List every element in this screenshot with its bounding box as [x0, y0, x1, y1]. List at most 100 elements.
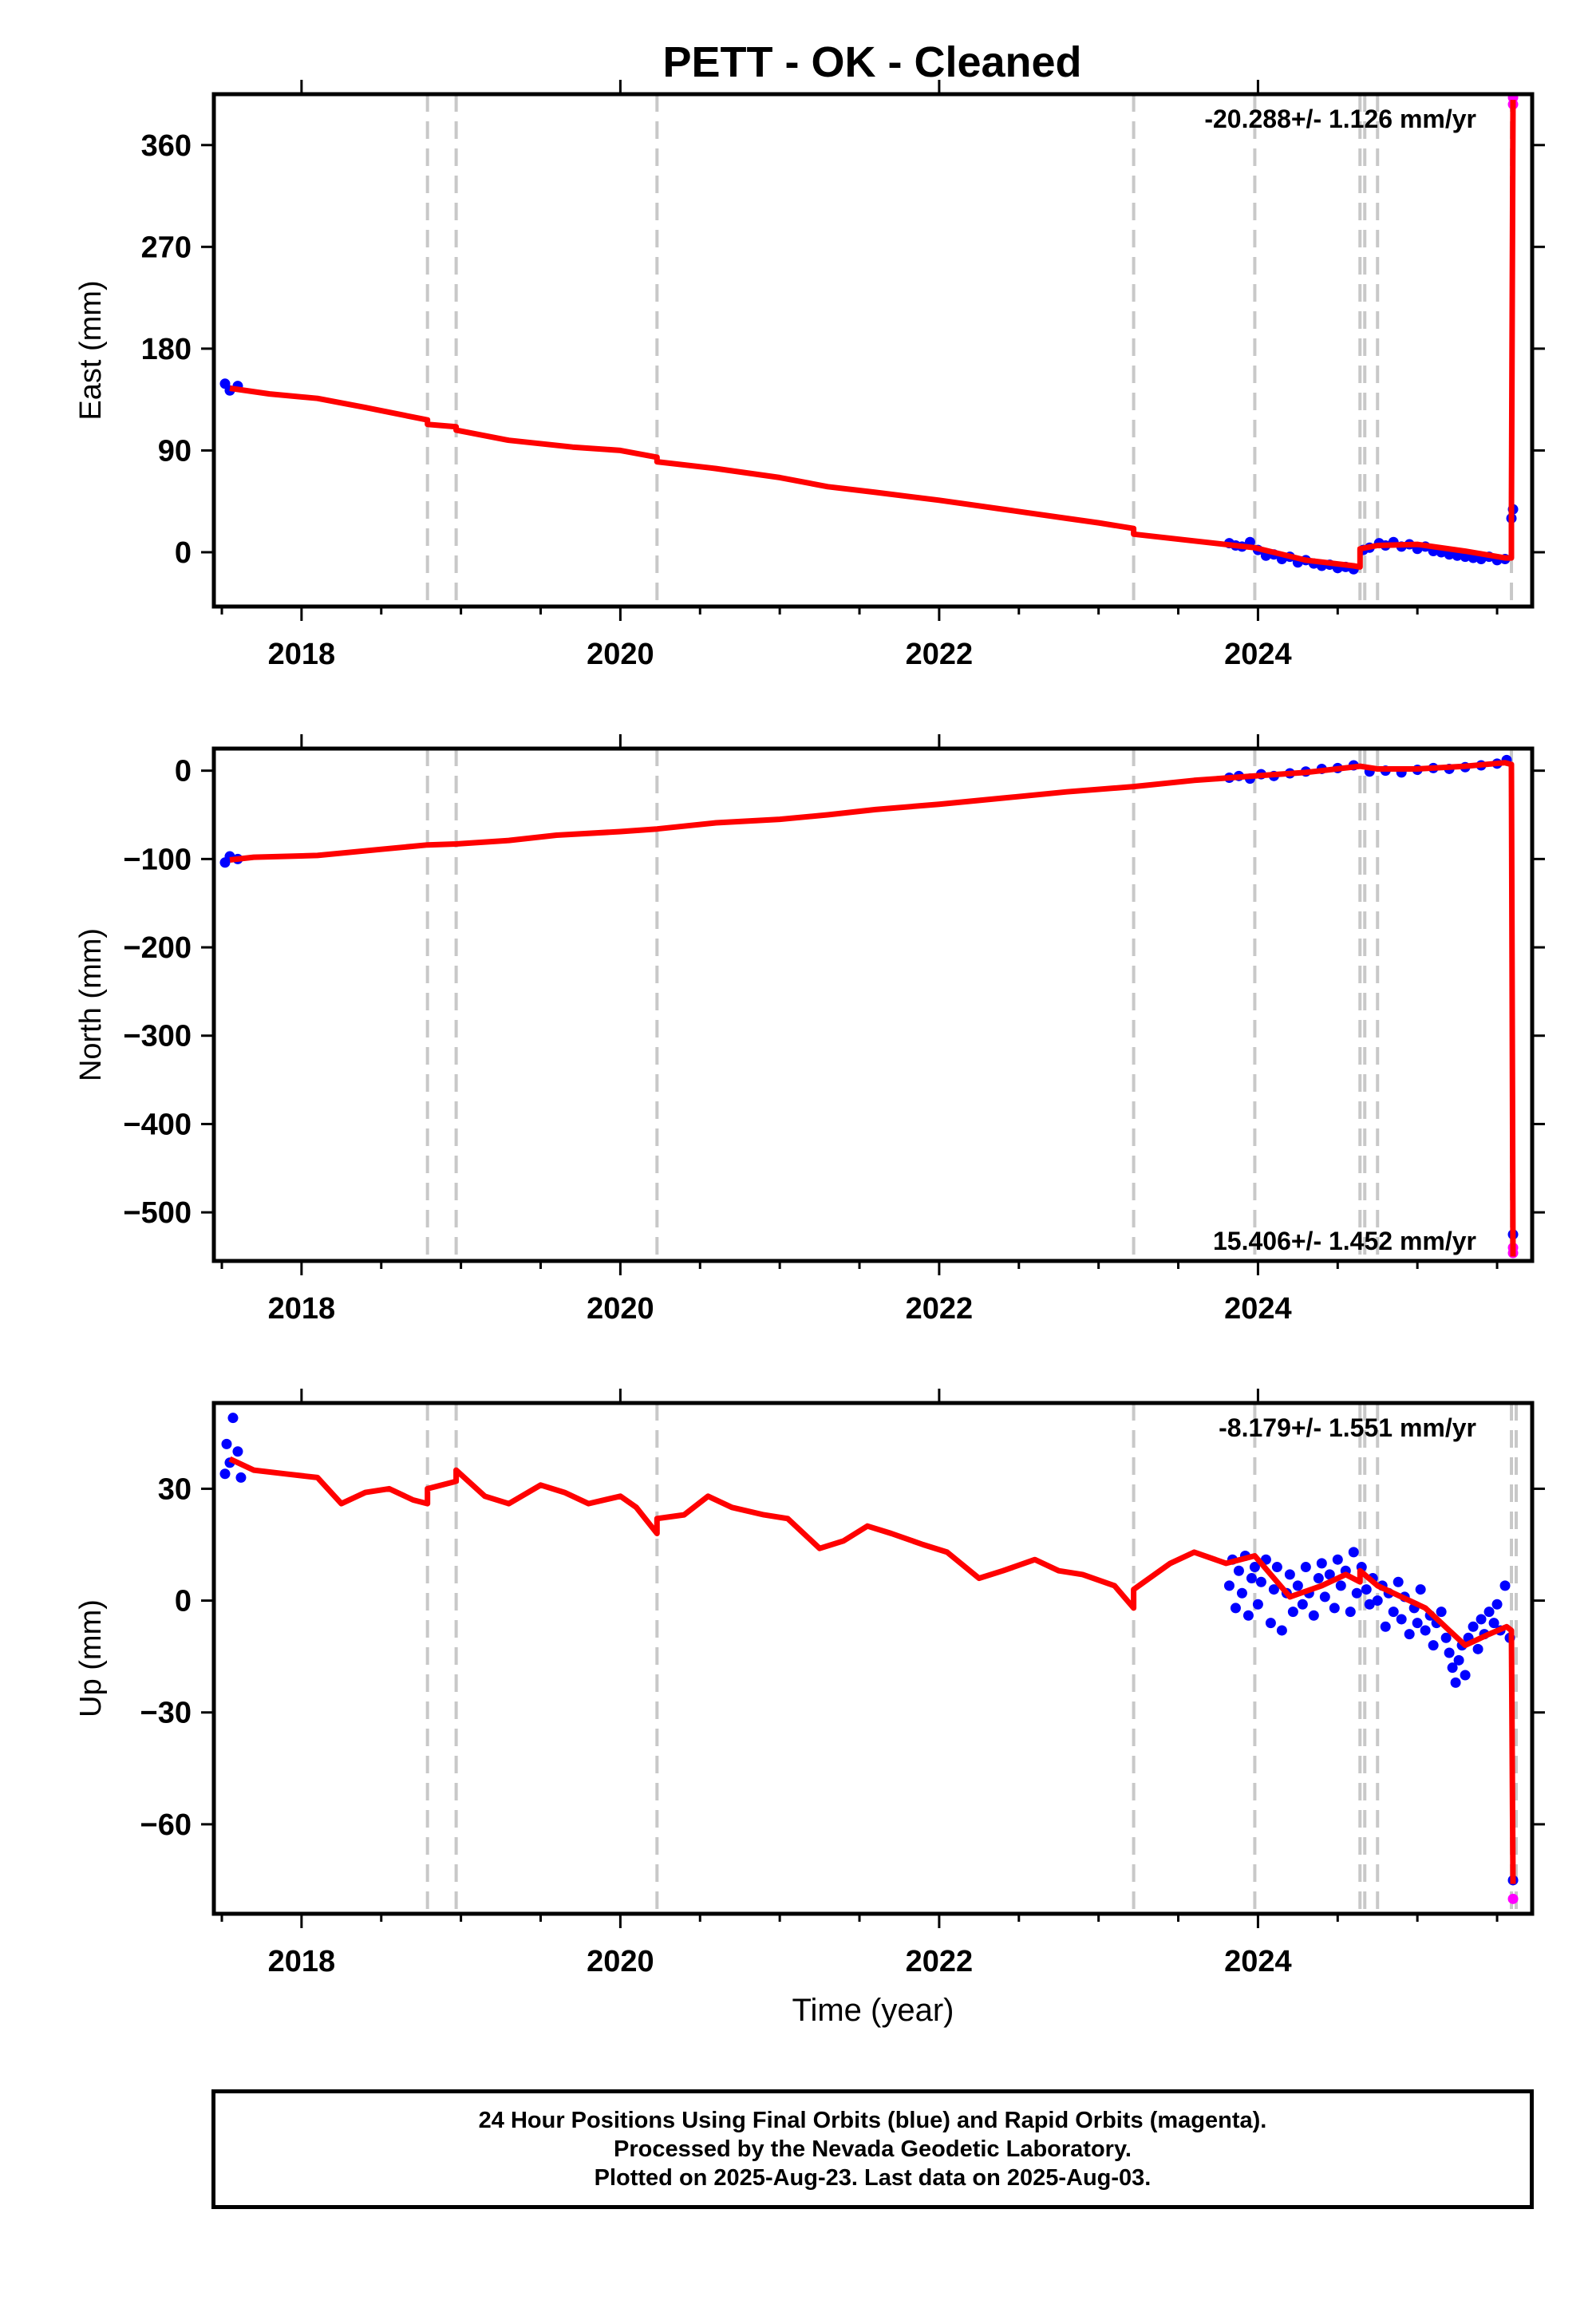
final-orbit-point	[1242, 1610, 1254, 1621]
final-orbit-point	[1300, 1562, 1311, 1573]
final-orbit-point	[1444, 1647, 1455, 1658]
final-orbit-point	[1428, 1640, 1439, 1651]
final-orbit-point	[1297, 1599, 1308, 1610]
final-orbit-point	[1332, 1554, 1343, 1565]
panel-up: 30 0 −30 −60 2018 2020 2022 2024 Up (mm) -8.179+/…	[74, 1389, 1545, 2028]
x-axis-label: Time (year)	[792, 1993, 954, 2028]
final-orbit-point	[1348, 1547, 1359, 1558]
model-line	[228, 1456, 1516, 1884]
y-tick-label: 180	[141, 333, 192, 366]
final-orbit-point	[1450, 1677, 1461, 1688]
y-tick-label: 270	[141, 231, 192, 264]
y-tick-label: 0	[175, 536, 192, 570]
y-tick-label: −300	[123, 1020, 192, 1053]
final-orbit-point	[1308, 1610, 1319, 1621]
final-orbit-point	[1491, 1599, 1503, 1610]
y-axis-label: East (mm)	[74, 280, 108, 420]
panel-frame	[211, 92, 1535, 609]
final-orbit-point	[1447, 1662, 1458, 1674]
y-tick-label: −100	[123, 843, 192, 876]
final-orbit-point	[1265, 1618, 1276, 1629]
final-orbit-point	[1351, 1587, 1362, 1599]
x-tick-label: 2024	[1224, 1292, 1292, 1326]
final-orbit-point	[1488, 1618, 1499, 1629]
x-tick-label: 2020	[587, 1945, 654, 1978]
final-orbit-point	[1284, 1569, 1295, 1580]
rate-label: -8.179+/- 1.551 mm/yr	[1219, 1413, 1476, 1442]
final-orbit-point	[1276, 1625, 1287, 1636]
footer-line-1: 24 Hour Positions Using Final Orbits (bl…	[478, 2108, 1267, 2133]
panel-east: 0 90 180 270 360 2018 2020 2022 2024 East (mm) -20…	[74, 80, 1545, 671]
final-orbit-point	[1364, 1599, 1375, 1610]
final-orbit-point	[1396, 1614, 1407, 1625]
y-axis-label: Up (mm)	[74, 1599, 108, 1717]
plot-area-up	[219, 1403, 1519, 1914]
x-tick-label: 2018	[268, 1292, 336, 1326]
y-tick-label: −60	[140, 1808, 192, 1842]
x-tick-label: 2018	[268, 638, 336, 671]
x-tick-label: 2020	[587, 1292, 654, 1326]
y-tick-label: 360	[141, 129, 192, 163]
final-orbit-point	[1345, 1607, 1356, 1618]
final-orbit-point	[1313, 1573, 1324, 1584]
final-orbit-point	[1415, 1584, 1426, 1595]
rate-label: 15.406+/- 1.452 mm/yr	[1213, 1227, 1476, 1255]
final-orbit-point	[1230, 1603, 1241, 1614]
final-orbit-point	[1460, 1670, 1471, 1681]
x-tick-label: 2024	[1224, 1945, 1292, 1978]
final-orbit-point	[1372, 1595, 1383, 1607]
final-orbit-point	[1236, 1587, 1247, 1599]
y-tick-label: −500	[123, 1196, 192, 1230]
final-orbit-point	[1440, 1632, 1452, 1643]
final-orbit-point	[1483, 1607, 1495, 1618]
x-tick-label: 2022	[906, 638, 974, 671]
final-orbit-point	[1255, 1576, 1266, 1587]
y-tick-label: 0	[175, 755, 192, 788]
panel-frame	[211, 1401, 1535, 1916]
final-orbit-point	[1361, 1584, 1372, 1595]
footer-line-3: Plotted on 2025-Aug-23. Last data on 202…	[594, 2165, 1152, 2191]
final-orbit-point	[1472, 1643, 1483, 1654]
y-tick-label: −400	[123, 1108, 192, 1141]
model-line	[229, 760, 1516, 1257]
final-orbit-point	[219, 1468, 231, 1480]
x-tick-label: 2020	[587, 638, 654, 671]
y-tick-label: 90	[158, 434, 192, 468]
timeseries-figure: PETT - OK - Cleaned 0 90 180 270 360 2018 2020…	[74, 38, 1545, 2028]
final-orbit-point	[1319, 1591, 1330, 1603]
final-orbit-point	[1476, 1614, 1487, 1625]
final-orbit-point	[1499, 1580, 1511, 1591]
rapid-orbit-point	[1507, 1893, 1519, 1904]
final-orbit-point	[1329, 1603, 1340, 1614]
final-orbit-point	[1252, 1599, 1263, 1610]
final-orbit-point	[221, 1438, 232, 1449]
final-orbit-point	[1436, 1607, 1447, 1618]
x-tick-label: 2024	[1224, 638, 1292, 671]
final-orbit-point	[1223, 1580, 1235, 1591]
final-orbit-point	[1268, 1584, 1279, 1595]
final-orbit-point	[1249, 1562, 1260, 1573]
final-orbit-point	[1324, 1569, 1335, 1580]
y-tick-label: −200	[123, 931, 192, 965]
plot-area-east	[219, 94, 1519, 607]
y-axis-label: North (mm)	[74, 928, 108, 1081]
final-orbit-point	[1388, 1607, 1399, 1618]
final-orbit-point	[1316, 1558, 1327, 1569]
final-orbit-point	[1380, 1621, 1391, 1632]
y-tick-label: −30	[140, 1697, 192, 1730]
y-tick-label: 0	[175, 1585, 192, 1618]
final-orbit-point	[1412, 1618, 1423, 1629]
x-tick-label: 2022	[906, 1292, 974, 1326]
model-line	[229, 100, 1516, 570]
figure-title: PETT - OK - Cleaned	[662, 38, 1081, 86]
panel-frame	[211, 746, 1535, 1263]
final-orbit-point	[1468, 1621, 1479, 1632]
final-orbit-point	[1420, 1625, 1431, 1636]
final-orbit-point	[1271, 1562, 1282, 1573]
final-orbit-point	[1233, 1565, 1244, 1576]
final-orbit-point	[1287, 1607, 1298, 1618]
final-orbit-point	[1404, 1629, 1415, 1640]
final-orbit-point	[227, 1413, 239, 1424]
final-orbit-point	[232, 1446, 243, 1457]
